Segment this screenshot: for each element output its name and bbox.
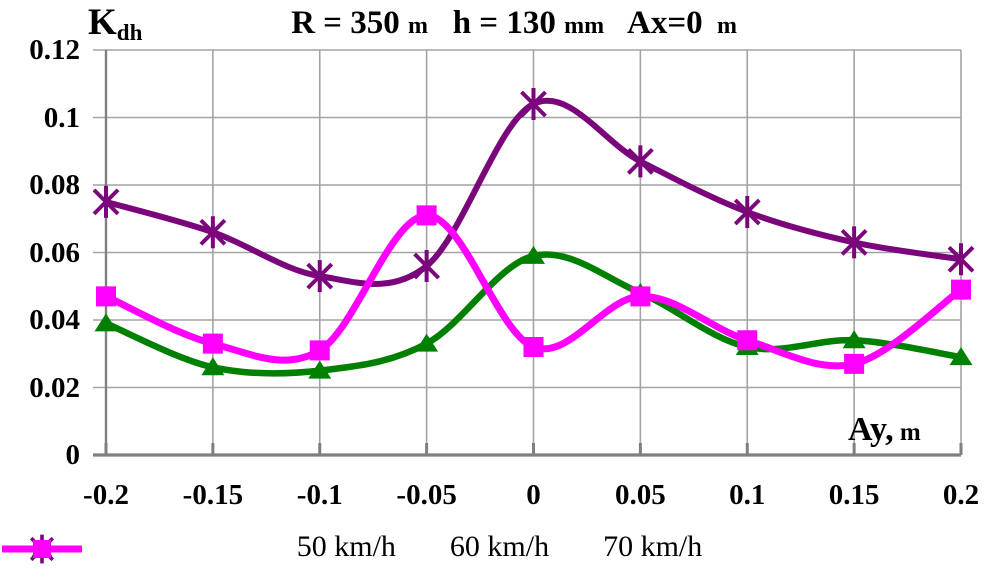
x-axis-unit: m: [893, 419, 921, 446]
square-marker-icon: [523, 337, 544, 357]
chart-title-part: Ax=0: [604, 5, 711, 41]
y-axis-symbol: K: [88, 2, 117, 43]
legend-item-60-km-h: 60 km/h: [2, 530, 550, 563]
triangle-marker-icon: [522, 245, 545, 264]
square-marker-icon: [202, 333, 223, 354]
triangle-marker-icon: [201, 357, 225, 376]
square-marker-icon: [737, 330, 758, 351]
chart-title-part: m: [710, 13, 737, 39]
y-axis-subscript: dh: [116, 20, 143, 45]
triangle-marker-icon: [94, 313, 118, 332]
legend-item-50-km-h: 50 km/h: [2, 530, 396, 564]
y-tick-label: 0.12: [29, 34, 80, 66]
legend-label: 50 km/h: [296, 530, 396, 563]
square-marker-icon: [416, 205, 437, 226]
square-marker-icon: [630, 286, 651, 307]
y-axis-title: Kdh: [88, 4, 142, 44]
triangle-marker-icon: [842, 330, 866, 349]
chart-title-part: h = 130: [427, 5, 565, 41]
y-tick-label: 0.1: [43, 101, 80, 134]
asterisk-marker-icon: [92, 188, 120, 216]
x-tick-label: 0: [526, 479, 541, 511]
y-tick-label: 0.06: [29, 236, 80, 269]
legend: 50 km/h 60 km/h 70 km/h: [0, 530, 999, 564]
triangle-marker-icon: [949, 347, 973, 366]
y-tick-label: 0.04: [29, 304, 80, 336]
x-tick-label: -0.1: [296, 479, 343, 511]
legend-item-70-km-h: 70 km/h: [2, 530, 703, 563]
asterisk-marker-icon: [840, 228, 868, 256]
x-tick-label: 0.2: [942, 479, 980, 511]
asterisk-marker-icon: [413, 252, 441, 280]
y-tick-label: 0.08: [29, 169, 80, 201]
legend-label: 60 km/h: [449, 530, 550, 563]
asterisk-marker-icon: [520, 90, 547, 118]
x-axis-symbol: Ay,: [848, 411, 894, 448]
square-marker-icon: [33, 540, 51, 558]
chart-title-part: R = 350: [291, 5, 408, 41]
asterisk-marker-icon: [733, 198, 761, 226]
square-marker-icon: [309, 340, 330, 361]
x-tick-label: 0.15: [828, 479, 880, 511]
chart-title: R = 350 m h = 130 mm Ax=0 m: [84, 4, 944, 44]
asterisk-marker-icon: [306, 262, 334, 290]
asterisk-marker-icon: [947, 245, 975, 273]
asterisk-marker-icon: [626, 147, 654, 175]
triangle-marker-icon: [415, 333, 439, 352]
x-tick-label: -0.05: [396, 479, 457, 511]
asterisk-marker-icon: [199, 218, 227, 246]
legend-key-70-km-h: [2, 540, 82, 558]
x-axis-title: Ay, m: [848, 410, 921, 451]
x-tick-label: 0.05: [615, 479, 666, 511]
x-tick-label: -0.15: [182, 479, 244, 511]
triangle-marker-icon: [308, 360, 332, 379]
x-tick-label: 0.1: [729, 479, 766, 511]
square-marker-icon: [844, 353, 865, 374]
chart-title-part: m: [407, 13, 428, 39]
x-tick-label: -0.2: [83, 479, 129, 511]
y-tick-label: 0.02: [29, 371, 80, 404]
square-marker-icon: [96, 286, 116, 307]
y-tick-label: 0: [65, 439, 81, 471]
legend-label: 70 km/h: [603, 530, 703, 563]
square-marker-icon: [951, 279, 971, 300]
chart-title-part: mm: [564, 13, 605, 39]
